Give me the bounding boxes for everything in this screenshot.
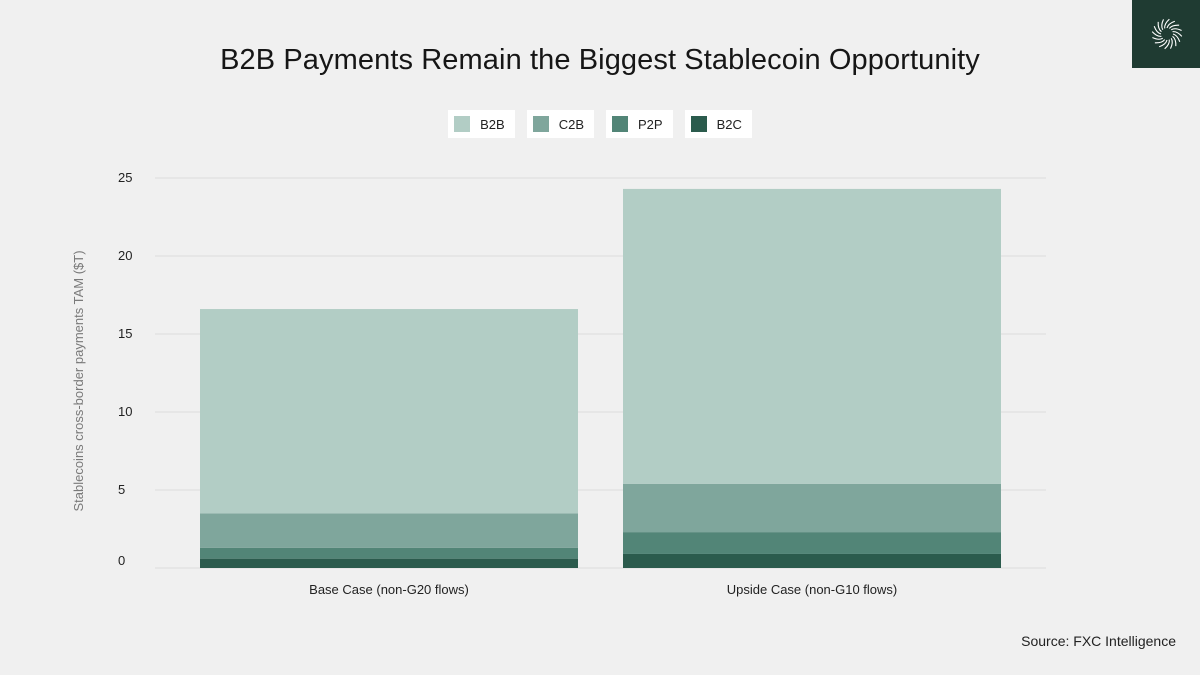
bar-segment-b2c xyxy=(623,553,1001,568)
source-note: Source: FXC Intelligence xyxy=(1021,633,1176,649)
x-category-label: Upside Case (non-G10 flows) xyxy=(727,582,898,597)
logo-stroke xyxy=(1172,35,1177,47)
bar-segment-b2c xyxy=(200,558,578,568)
logo-stroke xyxy=(1166,20,1176,29)
bar-segment-c2b xyxy=(200,513,578,548)
logo-stroke xyxy=(1172,33,1181,43)
y-tick-label: 0 xyxy=(118,553,125,568)
x-category-label: Base Case (non-G20 flows) xyxy=(309,582,469,597)
legend-label: C2B xyxy=(558,116,584,132)
y-axis-label: Stablecoins cross-border payments TAM ($… xyxy=(71,250,86,511)
logo-stroke xyxy=(1170,37,1173,49)
logo-stroke xyxy=(1152,37,1164,40)
logo-stroke xyxy=(1154,39,1166,44)
bar-segment-b2b xyxy=(623,188,1001,484)
logo-stroke xyxy=(1157,21,1162,33)
logo-stroke xyxy=(1168,24,1180,29)
fxc-intelligence-logo-icon xyxy=(1151,18,1183,50)
chart-title: B2B Payments Remain the Biggest Stableco… xyxy=(220,44,980,76)
bar-segment-b2b xyxy=(200,309,578,514)
logo-stroke xyxy=(1170,28,1182,31)
logo-stroke xyxy=(1172,31,1183,37)
legend-swatch xyxy=(690,116,707,132)
logo-stroke xyxy=(1164,39,1170,50)
legend-label: B2C xyxy=(716,116,742,132)
logo-badge xyxy=(1132,0,1200,68)
logo-stroke xyxy=(1164,18,1170,29)
legend-swatch xyxy=(454,116,471,132)
y-tick-label: 5 xyxy=(118,482,125,497)
legend-item-b2b: B2B xyxy=(448,110,515,138)
legend-label: P2P xyxy=(638,116,663,132)
legend-swatch xyxy=(532,116,549,132)
logo-stroke xyxy=(1158,39,1168,48)
y-tick-label: 15 xyxy=(118,326,132,341)
y-tick-label: 20 xyxy=(118,248,132,263)
chart-legend: B2B C2B P2P B2C xyxy=(0,110,1200,138)
legend-item-b2c: B2C xyxy=(684,110,752,138)
y-tick-label: 25 xyxy=(118,170,132,185)
bar-segment-p2p xyxy=(623,532,1001,554)
y-tick-label: 10 xyxy=(118,404,132,419)
bar-segment-c2b xyxy=(623,483,1001,533)
legend-item-p2p: P2P xyxy=(606,110,673,138)
legend-item-c2b: C2B xyxy=(526,110,594,138)
logo-stroke xyxy=(1161,19,1164,31)
legend-swatch xyxy=(612,116,628,132)
logo-stroke xyxy=(1151,31,1162,37)
legend-label: B2B xyxy=(480,116,505,132)
bar-segment-p2p xyxy=(200,547,578,559)
logo-stroke xyxy=(1153,25,1162,35)
